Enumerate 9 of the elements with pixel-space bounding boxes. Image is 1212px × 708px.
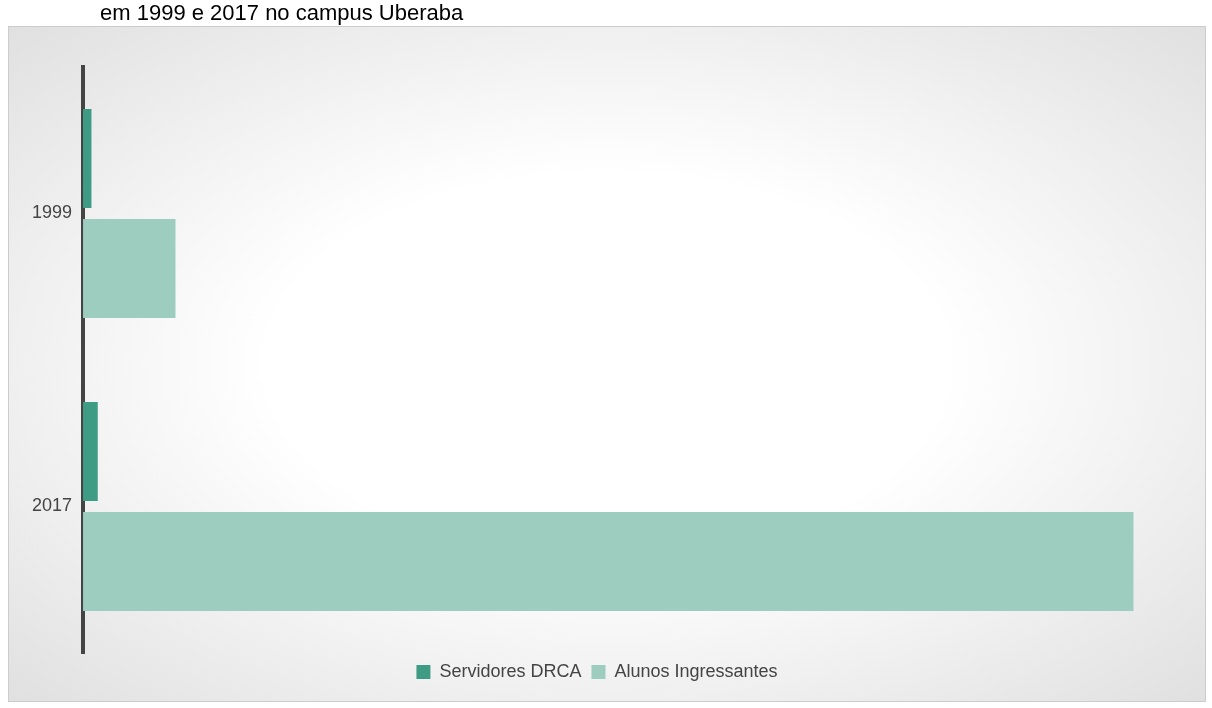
bar [83, 218, 176, 318]
chart-title: em 1999 e 2017 no campus Uberaba [100, 0, 464, 26]
y-tick-label: 2017 [32, 495, 73, 516]
bar [83, 109, 92, 209]
bar [83, 511, 1134, 611]
bar [83, 402, 98, 502]
y-tick-label: 1999 [32, 202, 73, 223]
legend-label: Servidores DRCA [439, 660, 582, 681]
legend-label: Alunos Ingressantes [614, 660, 778, 681]
